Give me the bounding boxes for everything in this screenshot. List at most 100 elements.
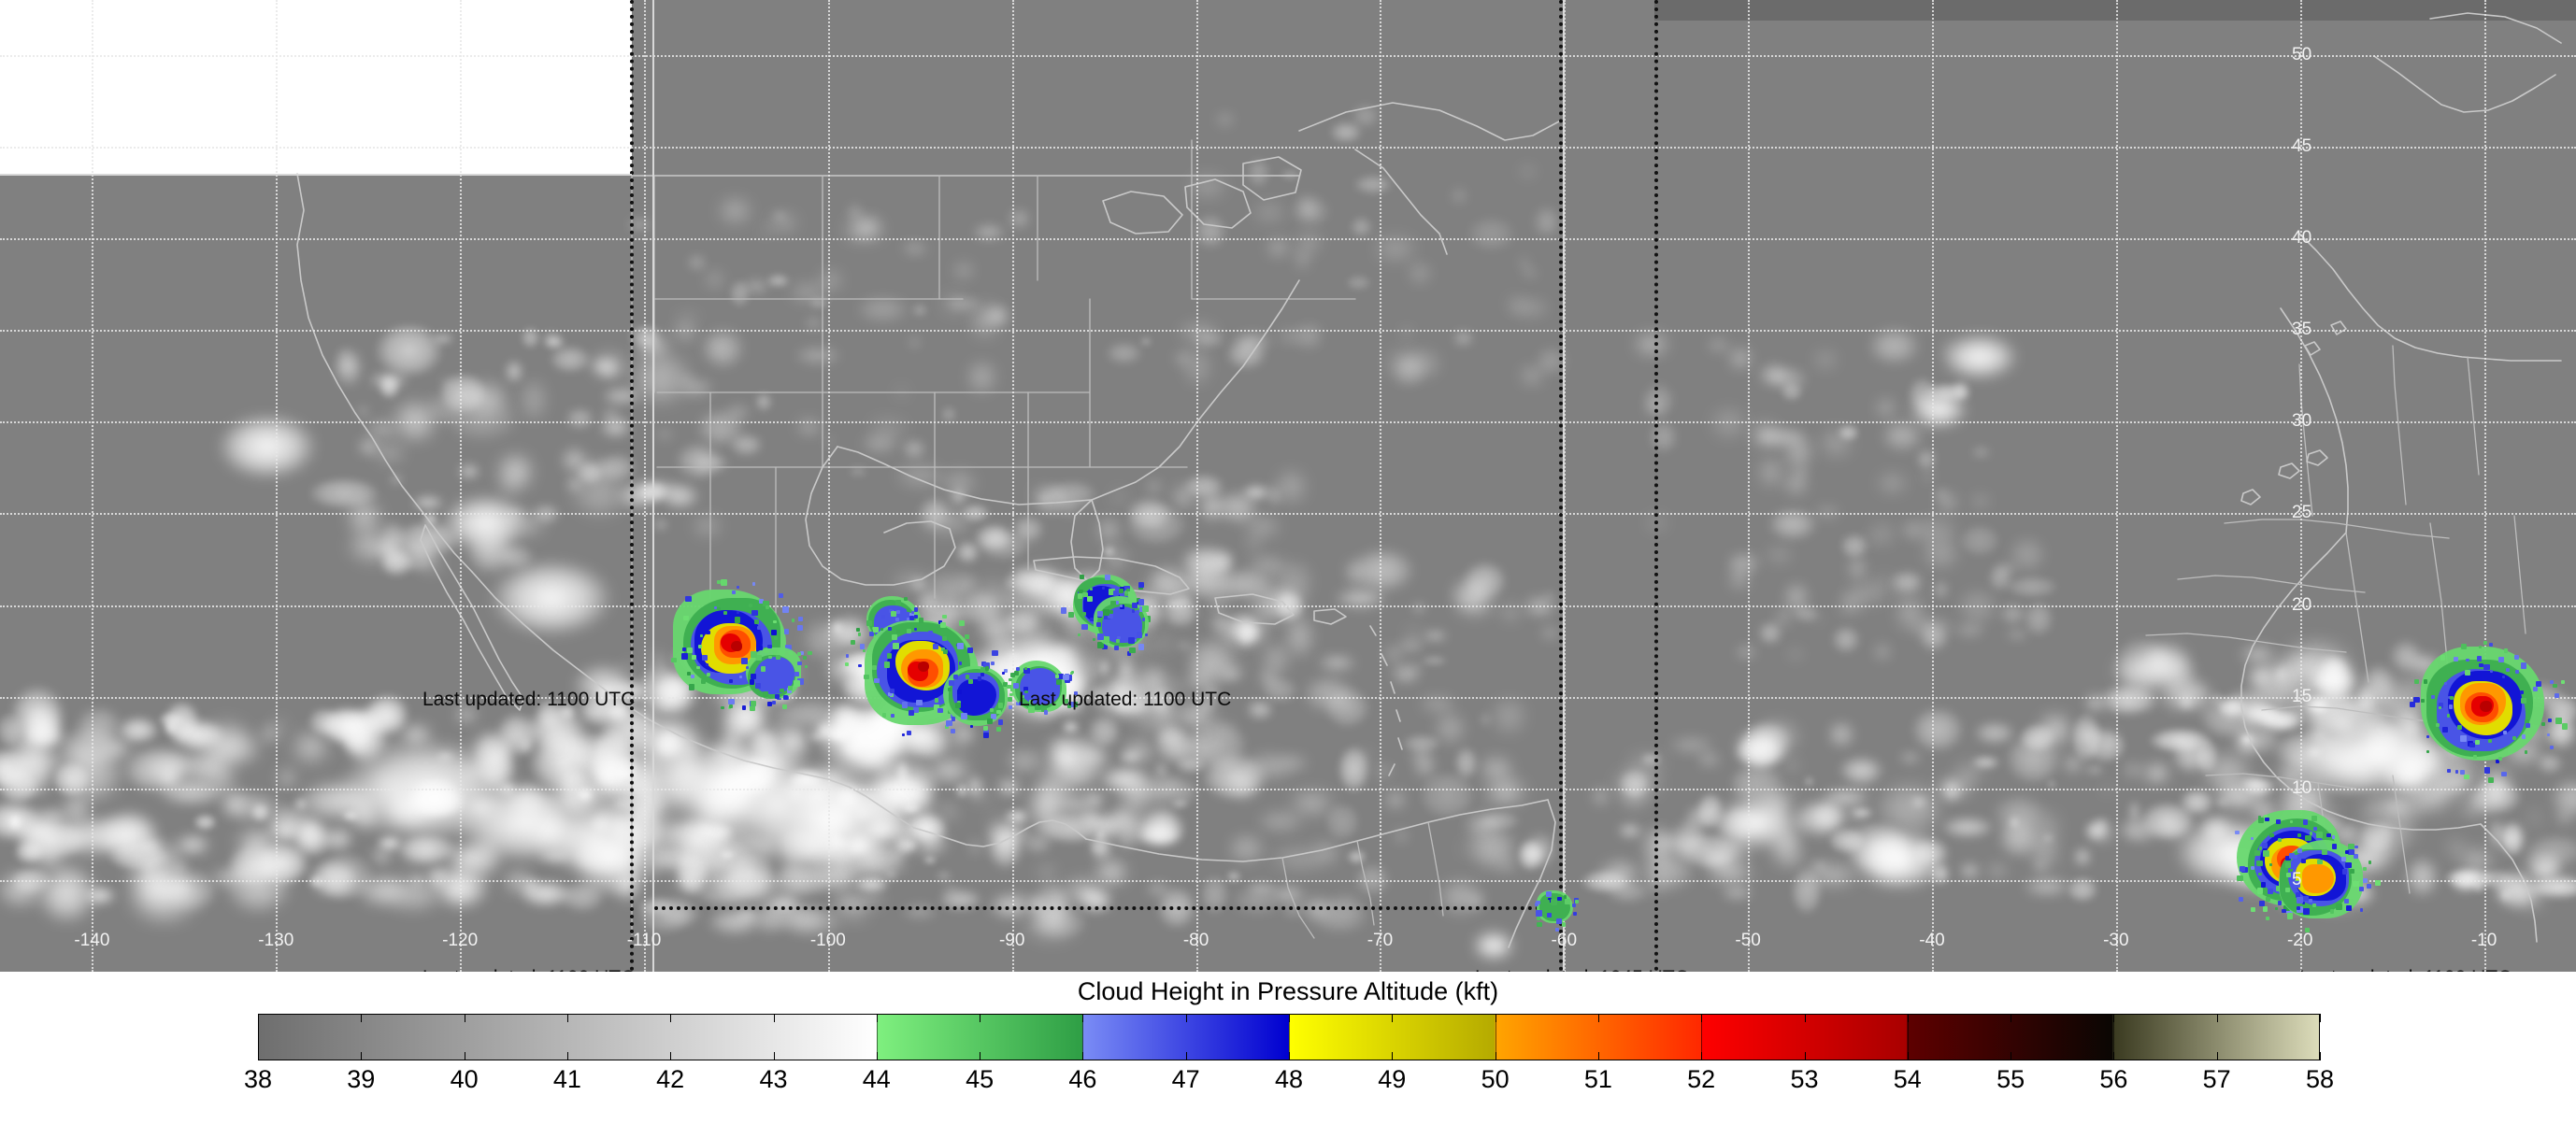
convective-speckle — [2546, 733, 2550, 736]
cloud-blob — [1097, 658, 1111, 677]
cloud-blob — [959, 590, 1003, 626]
convective-speckle — [1136, 609, 1140, 614]
convective-speckle — [916, 699, 923, 706]
latitude-label: 35 — [2292, 320, 2312, 340]
convective-speckle — [774, 693, 780, 699]
convective-speckle — [2345, 861, 2353, 869]
latitude-label: 45 — [2292, 135, 2312, 156]
convective-speckle — [2311, 816, 2317, 822]
convective-speckle — [2421, 699, 2425, 703]
convective-speckle — [2250, 906, 2255, 912]
colorbar-tick — [670, 1052, 672, 1060]
cloud-blob — [1318, 656, 1356, 671]
convective-speckle — [2446, 768, 2451, 773]
convective-speckle — [717, 606, 722, 611]
convective-speckle — [2501, 675, 2505, 678]
convective-speckle — [2520, 662, 2527, 669]
convective-speckle — [983, 725, 989, 731]
convective-speckle — [754, 619, 760, 624]
convective-speckle — [908, 709, 914, 716]
convective-speckle — [1137, 632, 1143, 638]
cloud-blob — [961, 503, 991, 522]
convective-speckle — [2275, 819, 2281, 825]
convective-speckle — [1080, 575, 1085, 580]
convective-speckle — [2472, 755, 2477, 759]
colorbar-tick — [1597, 1052, 1599, 1060]
convective-speckle — [933, 644, 938, 649]
convective-speckle — [2303, 908, 2310, 915]
convective-speckle — [1138, 599, 1144, 605]
convective-speckle — [2239, 865, 2245, 872]
convective-speckle — [738, 675, 742, 678]
convective-speckle — [1109, 610, 1113, 614]
convective-speckle — [2483, 640, 2488, 646]
convective-speckle — [2258, 872, 2263, 876]
convective-speckle — [771, 700, 776, 704]
cloud-blob — [365, 693, 409, 737]
cloud-blob — [0, 712, 24, 747]
convective-speckle — [1007, 684, 1011, 690]
convective-speckle — [851, 640, 855, 645]
convective-speckle — [2285, 872, 2291, 878]
convective-speckle — [2548, 719, 2553, 723]
convective-speckle — [2297, 832, 2301, 837]
convective-speckle — [892, 633, 897, 640]
longitude-label: -80 — [1182, 931, 1209, 950]
convective-speckle — [2552, 683, 2557, 689]
map-canvas[interactable]: -140 -130 -120 -110 -100 -90 -80 -70 -60 -50 -40 -3… — [0, 0, 2576, 972]
convective-speckle — [996, 727, 1001, 732]
longitude-label: -50 — [1735, 931, 1761, 950]
convective-speckle — [890, 714, 894, 719]
convective-speckle — [2349, 868, 2354, 874]
convective-speckle — [1043, 710, 1049, 715]
gridline-lat — [0, 879, 2576, 882]
cloud-blob — [296, 814, 323, 848]
convective-speckle — [906, 607, 911, 613]
convective-speckle — [1008, 696, 1013, 702]
convective-speckle — [2345, 850, 2349, 854]
convective-speckle — [894, 617, 899, 621]
colorbar-tick — [1185, 1052, 1187, 1060]
convective-speckle — [941, 614, 947, 619]
latitude-label: 20 — [2292, 594, 2312, 615]
convective-speckle — [1081, 623, 1088, 631]
latitude-label: 15 — [2292, 686, 2312, 706]
convective-speckle — [883, 662, 891, 669]
convective-speckle — [2474, 739, 2481, 746]
convective-core-ring — [2480, 700, 2493, 712]
convective-speckle — [996, 709, 1002, 715]
convective-speckle — [692, 654, 697, 661]
convective-speckle — [1014, 671, 1019, 676]
convective-speckle — [2454, 770, 2459, 774]
colorbar-tick — [1804, 1052, 1806, 1060]
convective-speckle — [2514, 670, 2519, 675]
convective-speckle — [2300, 858, 2307, 864]
convective-speckle — [745, 665, 750, 670]
convective-speckle — [797, 624, 804, 631]
colorbar-tick — [566, 1052, 568, 1060]
cloud-blob — [1023, 590, 1068, 619]
last-updated-stamp: Last updated: 1100 UTC — [1019, 689, 1232, 710]
colorbar-tick-labels: 38 39 40 41 42 43 44 45 46 47 48 49 50 51 52 53 54 55 56 57… — [244, 1065, 2334, 1103]
convective-speckle — [2267, 888, 2274, 894]
colorbar-tick — [566, 1014, 568, 1022]
convective-speckle — [966, 647, 973, 654]
cloud-blob — [210, 868, 247, 888]
colorbar-tick-label: 41 — [552, 1065, 581, 1093]
cloud-blob — [958, 575, 976, 592]
convective-speckle — [1119, 605, 1123, 608]
convective-speckle — [2503, 731, 2508, 735]
cloud-blob — [1036, 756, 1078, 817]
cloud-blob — [1124, 503, 1187, 547]
convective-speckle — [1575, 900, 1580, 904]
convective-speckle — [2354, 845, 2358, 849]
cloud-blob — [1219, 596, 1232, 605]
cloud-blob — [1152, 610, 1174, 619]
convective-speckle — [2560, 679, 2565, 685]
convective-core-ring — [730, 640, 742, 652]
cloud-blob — [175, 834, 211, 856]
convective-speckle — [783, 629, 790, 634]
convective-speckle — [770, 629, 777, 635]
convective-speckle — [2366, 883, 2371, 889]
cloud-blob — [1024, 607, 1040, 619]
